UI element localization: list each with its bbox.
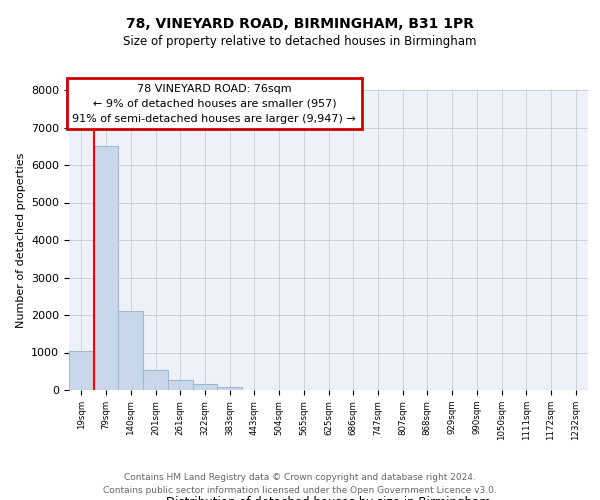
Bar <box>193 384 217 390</box>
Bar <box>168 380 193 390</box>
Text: Contains public sector information licensed under the Open Government Licence v3: Contains public sector information licen… <box>103 486 497 495</box>
Bar <box>69 350 94 390</box>
Bar <box>118 311 143 390</box>
Bar <box>143 370 168 390</box>
Text: Contains HM Land Registry data © Crown copyright and database right 2024.: Contains HM Land Registry data © Crown c… <box>124 472 476 482</box>
Text: 78 VINEYARD ROAD: 76sqm
← 9% of detached houses are smaller (957)
91% of semi-de: 78 VINEYARD ROAD: 76sqm ← 9% of detached… <box>73 84 356 124</box>
Bar <box>94 146 118 390</box>
Text: 78, VINEYARD ROAD, BIRMINGHAM, B31 1PR: 78, VINEYARD ROAD, BIRMINGHAM, B31 1PR <box>126 18 474 32</box>
Y-axis label: Number of detached properties: Number of detached properties <box>16 152 26 328</box>
Text: Size of property relative to detached houses in Birmingham: Size of property relative to detached ho… <box>123 35 477 48</box>
X-axis label: Distribution of detached houses by size in Birmingham: Distribution of detached houses by size … <box>166 496 491 500</box>
Bar <box>217 387 242 390</box>
